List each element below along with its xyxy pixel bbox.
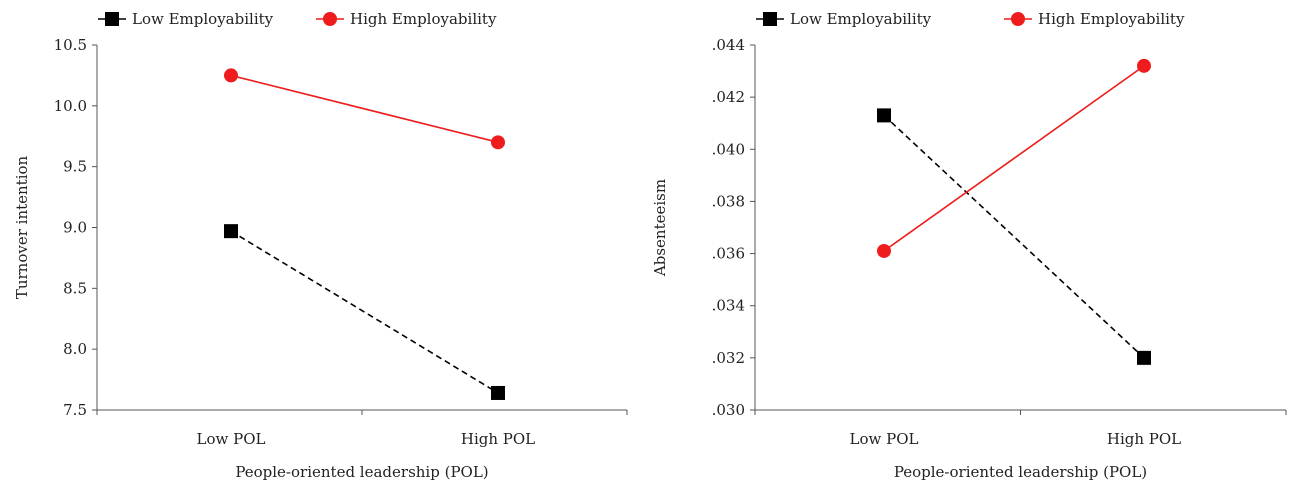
y-axis-title: Turnover intention (13, 155, 31, 299)
series-line-2 (883, 65, 1145, 252)
legend-circle-marker (323, 12, 337, 26)
series-line-1 (883, 114, 1145, 359)
legend-square-marker (763, 12, 777, 26)
y-tick-label: .036 (712, 245, 745, 263)
data-point-square (877, 108, 891, 123)
legend-entry-2: High Employability (1004, 10, 1185, 28)
y-tick-label: .038 (712, 192, 745, 210)
y-tick-label: 8.5 (63, 279, 87, 297)
y-tick-label: 10.0 (54, 97, 87, 115)
data-point-circle (877, 243, 891, 258)
y-tick-label: 10.5 (54, 36, 87, 54)
x-category-label: High POL (461, 430, 535, 448)
data-point-square (491, 385, 505, 400)
y-tick-label: .032 (712, 349, 745, 367)
x-category-label: High POL (1107, 430, 1181, 448)
y-tick-label: .034 (712, 297, 745, 315)
data-point-square (224, 224, 238, 239)
chart-panel-2: .030 .032 .034 .036 .038 .040 .042 .044 Low POL H… (651, 10, 1287, 481)
y-tick-label: 9.0 (63, 219, 87, 237)
y-tick-label: 9.5 (63, 158, 87, 176)
x-category-label: Low POL (197, 430, 266, 448)
legend-label: High Employability (350, 10, 497, 28)
x-axis-title: People-oriented leadership (POL) (235, 463, 488, 481)
y-axis-title: Absenteeism (651, 179, 669, 277)
legend-label: Low Employability (790, 10, 932, 28)
legend-label: Low Employability (132, 10, 274, 28)
y-tick-label: .030 (712, 401, 745, 419)
legend-label: High Employability (1038, 10, 1185, 28)
legend-square-marker (105, 12, 119, 26)
x-axis-title: People-oriented leadership (POL) (894, 463, 1147, 481)
data-point-circle (1137, 58, 1151, 73)
data-point-circle (224, 68, 238, 83)
series-line-2 (230, 74, 499, 144)
legend-circle-marker (1011, 12, 1025, 26)
x-category-label: Low POL (850, 430, 919, 448)
y-tick-label: .040 (712, 140, 745, 158)
data-point-circle (491, 135, 505, 150)
chart-panel-1: 7.5 8.0 8.5 9.0 9.5 10.0 10.5 Low POL High POL Pe… (13, 10, 628, 481)
series-line-1 (230, 230, 499, 394)
y-tick-label: 7.5 (63, 401, 87, 419)
legend-entry-1: Low Employability (756, 10, 932, 28)
y-tick-label: .042 (712, 88, 745, 106)
legend-entry-1: Low Employability (98, 10, 274, 28)
y-tick-label: .044 (712, 36, 745, 54)
y-tick-label: 8.0 (63, 340, 87, 358)
data-point-square (1137, 350, 1151, 365)
legend-entry-2: High Employability (316, 10, 497, 28)
